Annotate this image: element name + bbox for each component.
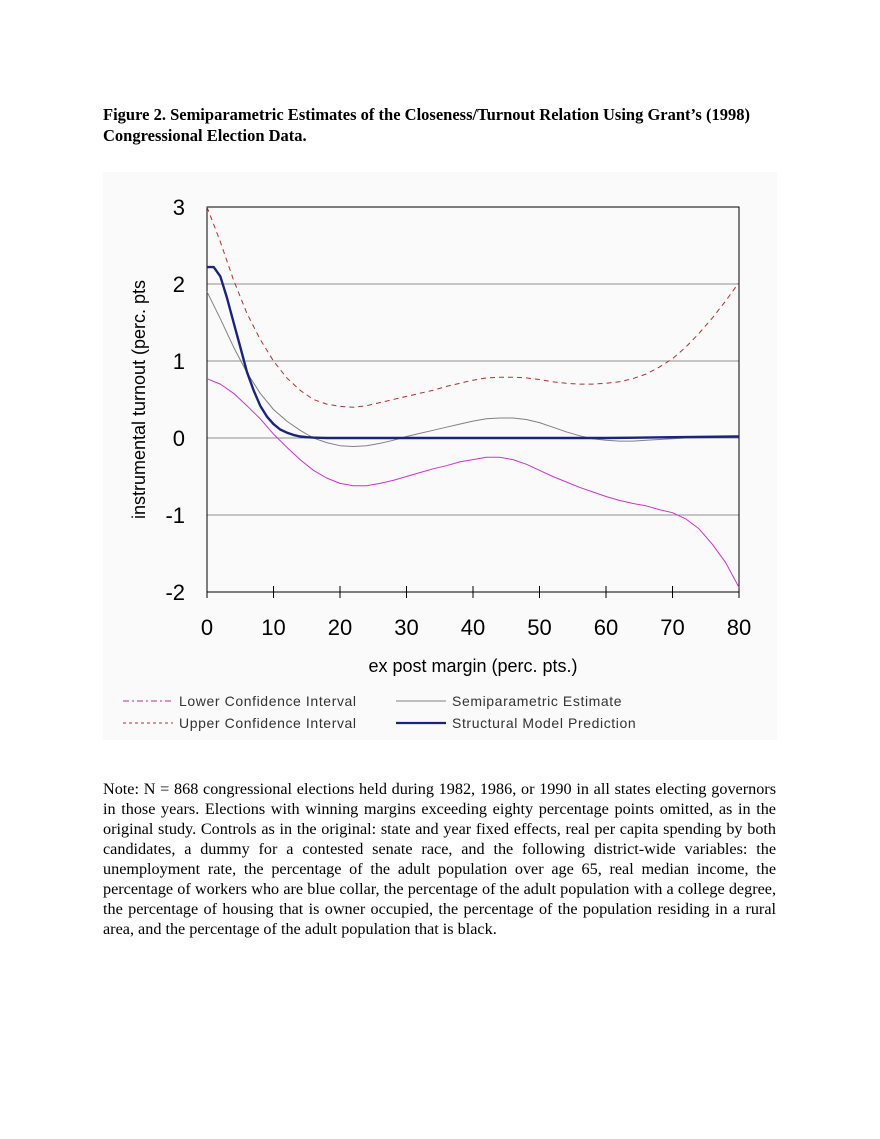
caption-line-1: Figure 2. Semiparametric Estimates of th… <box>103 105 750 124</box>
x-tick-labels: 0 10 20 30 40 50 60 70 80 <box>201 615 751 640</box>
y-tick-label: 3 <box>173 195 185 220</box>
legend-label: Structural Model Prediction <box>452 715 636 731</box>
x-tick-label: 30 <box>394 615 418 640</box>
grid-lines <box>207 206 739 593</box>
chart-svg: -2 -1 0 1 2 3 0 10 20 30 40 50 60 70 80 ex post margi… <box>123 195 751 731</box>
x-tick-label: 80 <box>727 615 751 640</box>
x-tick-label: 60 <box>594 615 618 640</box>
y-tick-label: -2 <box>165 580 185 605</box>
x-tick-label: 0 <box>201 615 213 640</box>
figure-note: Note: N = 868 congressional elections he… <box>103 780 776 938</box>
series-line-0 <box>206 378 740 588</box>
plot-frame <box>206 206 740 593</box>
legend-label: Upper Confidence Interval <box>179 715 357 731</box>
y-tick-label: 2 <box>173 272 185 297</box>
series-line-2 <box>206 291 739 447</box>
x-tick-label: 10 <box>261 615 285 640</box>
caption-line-2: Congressional Election Data. <box>103 126 307 145</box>
x-tick-label: 70 <box>660 615 684 640</box>
figure-caption: Figure 2. Semiparametric Estimates of th… <box>103 104 783 146</box>
y-tick-label: 1 <box>173 349 185 374</box>
series-lines <box>206 206 740 588</box>
y-tick-labels: -2 -1 0 1 2 3 <box>165 195 185 605</box>
series-line-3 <box>207 265 740 440</box>
y-axis-title: instrumental turnout (perc. pts <box>129 280 149 519</box>
series-line-1 <box>206 206 740 408</box>
legend-label: Lower Confidence Interval <box>179 693 357 709</box>
y-tick-label: -1 <box>165 503 185 528</box>
x-tick-label: 20 <box>328 615 352 640</box>
legend-label: Semiparametric Estimate <box>452 693 622 709</box>
legend: Lower Confidence Interval Upper Confidenc… <box>123 693 636 731</box>
x-tick-label: 50 <box>527 615 551 640</box>
x-tick-marks <box>206 586 740 598</box>
y-tick-label: 0 <box>173 426 185 451</box>
x-axis-title: ex post margin (perc. pts.) <box>368 656 577 676</box>
x-tick-label: 40 <box>461 615 485 640</box>
chart-area: -2 -1 0 1 2 3 0 10 20 30 40 50 60 70 80 ex post margi… <box>103 172 777 740</box>
